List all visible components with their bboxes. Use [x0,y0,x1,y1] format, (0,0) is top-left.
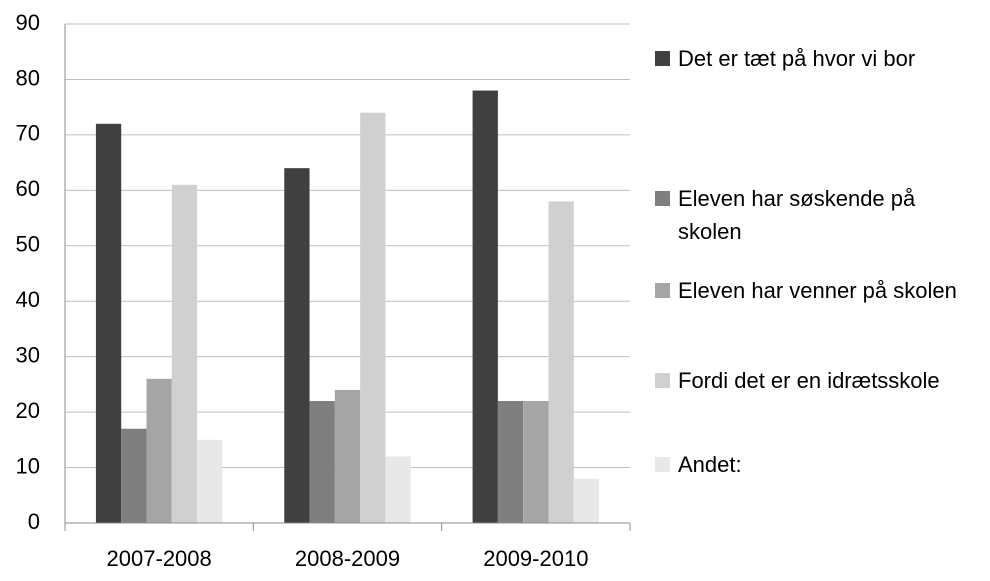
legend-label: Eleven har venner på skolen [678,278,957,303]
x-tick-label: 2008-2009 [295,546,400,571]
bar [121,428,147,523]
x-tick-label: 2009-2010 [483,546,588,571]
bar [497,401,524,523]
x-tick-label: 2007-2008 [107,546,212,571]
bar [548,201,574,523]
legend-label: Fordi det er en idrætsskole [678,368,940,393]
legend-item: Eleven har søskende på skolen [655,182,975,248]
bar [284,168,310,523]
bar [385,456,411,523]
bar [309,401,335,523]
y-tick-label: 20 [16,398,40,423]
legend-swatch [655,51,670,66]
y-tick-label: 30 [16,342,40,367]
legend-item: Fordi det er en idrætsskole [655,364,975,397]
legend-item: Andet: [655,448,975,481]
legend-item: Eleven har venner på skolen [655,274,975,307]
bar [472,90,498,524]
bar [360,112,386,523]
y-tick-label: 90 [16,10,40,35]
bar [334,389,361,523]
legend-swatch [655,283,670,298]
legend-item: Det er tæt på hvor vi bor [655,42,975,75]
y-tick-label: 70 [16,121,40,146]
bar [197,439,223,523]
y-tick-label: 0 [28,509,40,534]
legend-label: Andet: [678,452,742,477]
bar [523,401,549,523]
legend-swatch [655,373,670,388]
bar [573,478,600,523]
y-tick-label: 40 [16,287,40,312]
y-tick-label: 80 [16,65,40,90]
y-tick-label: 50 [16,232,40,257]
legend-swatch [655,191,670,206]
y-tick-label: 10 [16,453,40,478]
legend-label: Eleven har søskende på skolen [678,186,916,244]
bar [146,378,172,523]
legend-label: Det er tæt på hvor vi bor [678,46,916,71]
bar [171,184,198,524]
bar [95,123,122,524]
y-tick-label: 60 [16,176,40,201]
legend-swatch [655,457,670,472]
